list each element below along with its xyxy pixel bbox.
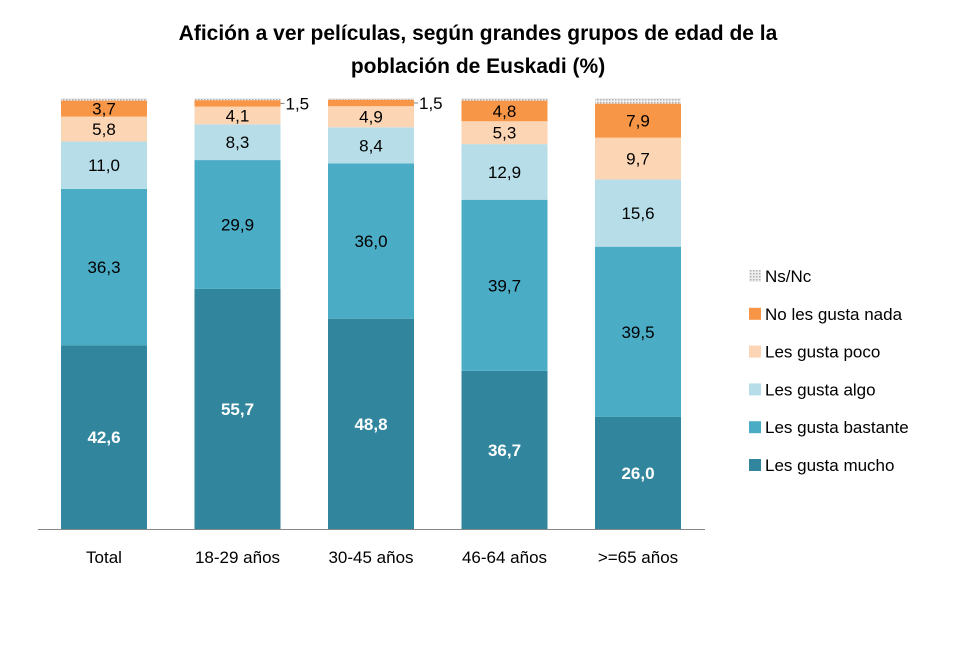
x-tick-label: Total (86, 548, 122, 567)
data-label: 36,0 (354, 232, 387, 251)
data-label: 42,6 (87, 428, 120, 447)
legend-label: Les gusta mucho (765, 456, 894, 475)
bar-segment-no-les-gusta-nada (61, 100, 147, 117)
legend-swatch (749, 459, 761, 471)
data-label: 3,7 (92, 100, 116, 119)
data-label: 39,5 (621, 323, 654, 342)
bar-segment-les-gusta-poco (595, 137, 681, 180)
chart-title-line-1: Afición a ver películas, según grandes g… (179, 22, 778, 45)
data-label: 9,7 (626, 150, 650, 169)
chart-title-line-2: población de Euskadi (%) (351, 55, 605, 78)
data-label: 36,7 (488, 441, 521, 460)
legend-item: Les gusta bastante (749, 418, 909, 437)
x-tick-label: >=65 años (598, 548, 678, 567)
data-label: 26,0 (621, 464, 654, 483)
bar-segment-ns-nc (461, 98, 548, 101)
legend-swatch (749, 383, 761, 396)
legend-label: Les gusta bastante (765, 418, 909, 437)
data-label: 8,3 (226, 133, 250, 152)
data-label: 1,5 (419, 94, 443, 113)
bar-segment-les-gusta-mucho (328, 318, 414, 529)
legend-label: Les gusta algo (765, 380, 876, 399)
legend-item: Les gusta mucho (749, 456, 894, 475)
legend-item: Les gusta algo (749, 380, 876, 399)
x-tick-label: 30-45 años (328, 548, 413, 567)
data-label: 1,5 (286, 94, 310, 113)
legend-swatch (749, 345, 761, 358)
bar-segment-les-gusta-poco (194, 106, 281, 125)
data-label: 4,9 (359, 108, 383, 127)
legend-label: Ns/Nc (765, 267, 812, 286)
bar-segment-les-gusta-algo (461, 144, 548, 200)
data-label: 29,9 (221, 215, 254, 234)
bar-segment-les-gusta-poco (61, 116, 147, 142)
data-label: 4,1 (226, 106, 250, 125)
data-label: 5,8 (92, 120, 116, 139)
data-label: 7,9 (626, 112, 650, 131)
x-tick-label: 18-29 años (195, 548, 280, 567)
data-label: 15,6 (621, 204, 654, 223)
bar-segment-ns-nc (328, 98, 414, 100)
bar-segment-les-gusta-poco (328, 106, 414, 128)
data-label: 12,9 (488, 163, 521, 182)
bar-segment-no-les-gusta-nada (461, 100, 548, 122)
bar-segment-ns-nc (194, 98, 281, 101)
bar-segment-no-les-gusta-nada (595, 103, 681, 138)
bar-segment-no-les-gusta-nada (194, 100, 281, 107)
bar-segment-les-gusta-bastante (328, 163, 414, 319)
bar-segment-ns-nc (61, 98, 147, 101)
bar-segment-les-gusta-poco (461, 121, 548, 145)
bar-segment-ns-nc (595, 98, 681, 104)
legend-item: No les gusta nada (749, 305, 903, 324)
bar-segment-les-gusta-mucho (595, 416, 681, 529)
legend-label: Les gusta poco (765, 343, 880, 362)
legend-swatch (749, 307, 761, 320)
bar-segment-les-gusta-bastante (194, 160, 281, 289)
data-label: 39,7 (488, 276, 521, 295)
bar-segment-no-les-gusta-nada (328, 99, 414, 107)
data-label: 11,0 (88, 156, 120, 175)
legend-swatch (749, 421, 761, 434)
data-label: 5,3 (493, 124, 517, 143)
bar-segment-les-gusta-mucho (461, 370, 548, 529)
data-label: 8,4 (359, 136, 383, 155)
bar-segment-les-gusta-algo (194, 124, 281, 161)
bar-segment-les-gusta-mucho (61, 345, 147, 529)
bar-segment-les-gusta-mucho (194, 288, 281, 529)
bar-segment-les-gusta-algo (61, 141, 147, 189)
bar-segment-les-gusta-bastante (461, 199, 548, 371)
legend-swatch (749, 270, 761, 282)
legend-label: No les gusta nada (765, 305, 903, 324)
data-label: 48,8 (354, 415, 387, 434)
data-label: 36,3 (87, 258, 120, 277)
legend-item: Ns/Nc (749, 267, 812, 286)
bar-segment-les-gusta-algo (595, 179, 681, 247)
bar-segment-les-gusta-algo (328, 127, 414, 164)
data-label: 55,7 (221, 400, 254, 419)
data-label: 4,8 (493, 102, 517, 121)
bar-segment-les-gusta-bastante (61, 188, 147, 346)
x-tick-label: 46-64 años (462, 548, 547, 567)
legend-item: Les gusta poco (749, 343, 880, 362)
bar-segment-les-gusta-bastante (595, 246, 681, 417)
